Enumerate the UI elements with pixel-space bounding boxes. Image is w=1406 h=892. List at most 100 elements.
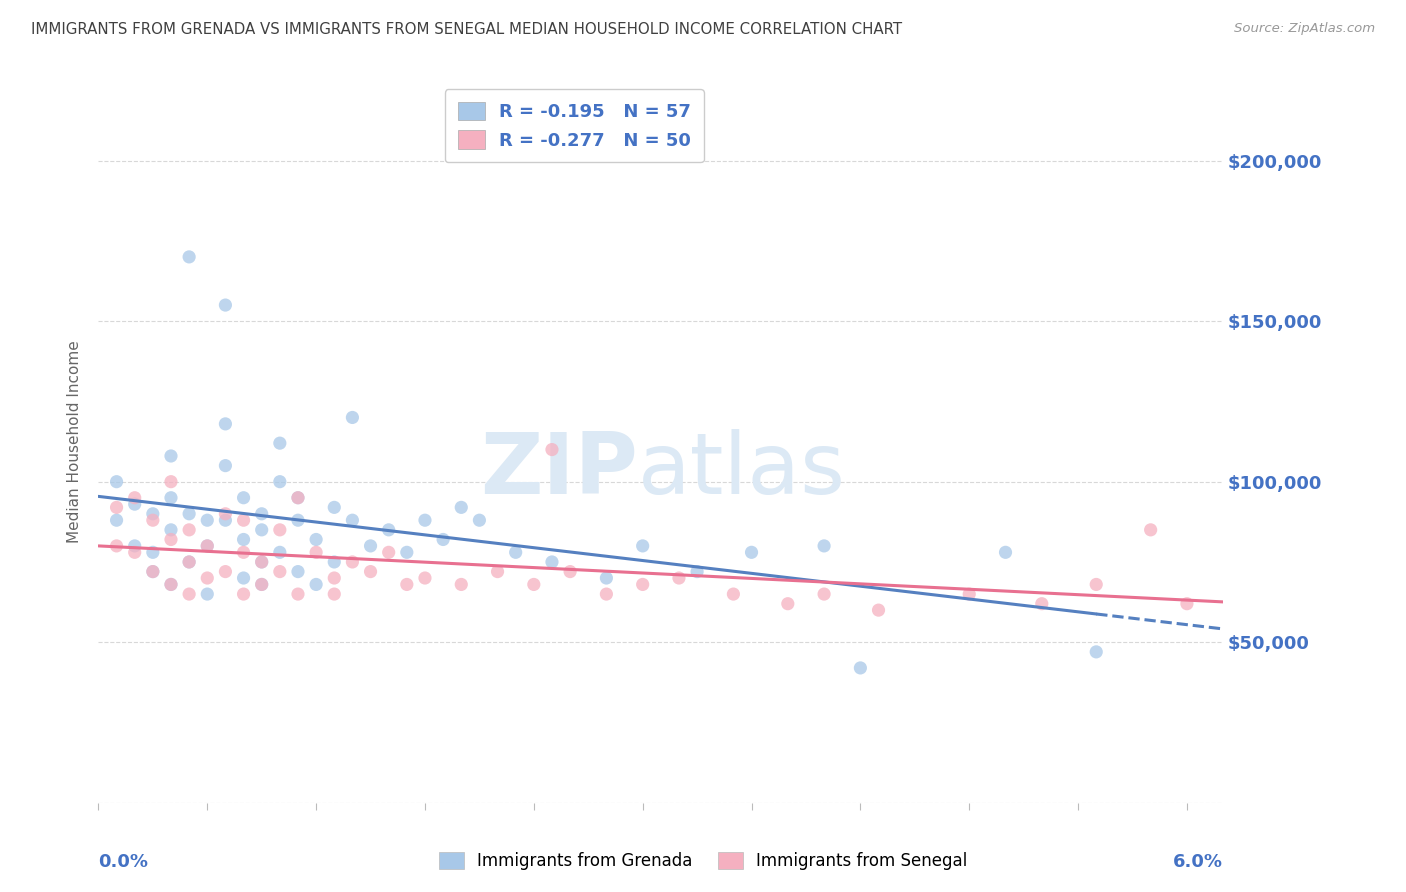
Point — [142, 513, 165, 527]
Y-axis label: Median Household Income: Median Household Income — [67, 340, 83, 543]
Point — [360, 539, 382, 553]
Point — [287, 587, 309, 601]
Point — [250, 555, 273, 569]
Point — [195, 571, 218, 585]
Point — [195, 587, 218, 601]
Point — [214, 513, 236, 527]
Text: 6.0%: 6.0% — [1173, 854, 1223, 871]
Point — [160, 523, 183, 537]
Point — [505, 545, 527, 559]
Point — [269, 475, 291, 489]
Point — [305, 577, 328, 591]
Point — [232, 587, 254, 601]
Point — [124, 491, 146, 505]
Point — [723, 587, 745, 601]
Point — [342, 513, 364, 527]
Point — [250, 577, 273, 591]
Point — [124, 539, 146, 553]
Point — [450, 500, 472, 515]
Point — [1085, 577, 1108, 591]
Point — [142, 565, 165, 579]
Point — [305, 533, 328, 547]
Text: IMMIGRANTS FROM GRENADA VS IMMIGRANTS FROM SENEGAL MEDIAN HOUSEHOLD INCOME CORRE: IMMIGRANTS FROM GRENADA VS IMMIGRANTS FR… — [31, 22, 903, 37]
Point — [160, 491, 183, 505]
Point — [287, 491, 309, 505]
Point — [250, 523, 273, 537]
Point — [287, 565, 309, 579]
Point — [269, 523, 291, 537]
Point — [1175, 597, 1198, 611]
Point — [323, 555, 346, 569]
Point — [269, 565, 291, 579]
Point — [395, 545, 418, 559]
Point — [195, 539, 218, 553]
Point — [105, 475, 128, 489]
Point — [160, 577, 183, 591]
Point — [232, 533, 254, 547]
Point — [813, 587, 835, 601]
Text: Source: ZipAtlas.com: Source: ZipAtlas.com — [1234, 22, 1375, 36]
Point — [468, 513, 491, 527]
Point — [269, 545, 291, 559]
Point — [342, 410, 364, 425]
Point — [541, 442, 564, 457]
Point — [323, 500, 346, 515]
Point — [232, 571, 254, 585]
Point — [214, 458, 236, 473]
Point — [179, 555, 201, 569]
Point — [214, 298, 236, 312]
Point — [668, 571, 690, 585]
Text: ZIP: ZIP — [481, 429, 638, 512]
Point — [868, 603, 890, 617]
Point — [179, 250, 201, 264]
Point — [105, 500, 128, 515]
Point — [250, 555, 273, 569]
Point — [142, 545, 165, 559]
Point — [232, 491, 254, 505]
Point — [486, 565, 509, 579]
Point — [305, 545, 328, 559]
Point — [395, 577, 418, 591]
Point — [160, 449, 183, 463]
Point — [250, 507, 273, 521]
Point — [686, 565, 709, 579]
Text: 0.0%: 0.0% — [98, 854, 149, 871]
Point — [849, 661, 872, 675]
Point — [232, 513, 254, 527]
Point — [124, 497, 146, 511]
Point — [813, 539, 835, 553]
Point — [287, 513, 309, 527]
Point — [195, 539, 218, 553]
Point — [124, 545, 146, 559]
Point — [342, 555, 364, 569]
Point — [142, 565, 165, 579]
Point — [523, 577, 546, 591]
Text: atlas: atlas — [638, 429, 846, 512]
Point — [105, 539, 128, 553]
Point — [179, 555, 201, 569]
Point — [105, 513, 128, 527]
Legend: Immigrants from Grenada, Immigrants from Senegal: Immigrants from Grenada, Immigrants from… — [432, 845, 974, 877]
Point — [323, 587, 346, 601]
Point — [160, 475, 183, 489]
Point — [377, 545, 399, 559]
Point — [1031, 597, 1053, 611]
Point — [179, 523, 201, 537]
Point — [214, 417, 236, 431]
Point — [558, 565, 581, 579]
Point — [631, 577, 654, 591]
Point — [195, 513, 218, 527]
Point — [432, 533, 454, 547]
Point — [214, 507, 236, 521]
Point — [413, 513, 436, 527]
Legend: R = -0.195   N = 57, R = -0.277   N = 50: R = -0.195 N = 57, R = -0.277 N = 50 — [444, 89, 703, 162]
Point — [631, 539, 654, 553]
Point — [160, 577, 183, 591]
Point — [776, 597, 799, 611]
Point — [1085, 645, 1108, 659]
Point — [595, 571, 617, 585]
Point — [413, 571, 436, 585]
Point — [160, 533, 183, 547]
Point — [287, 491, 309, 505]
Point — [179, 507, 201, 521]
